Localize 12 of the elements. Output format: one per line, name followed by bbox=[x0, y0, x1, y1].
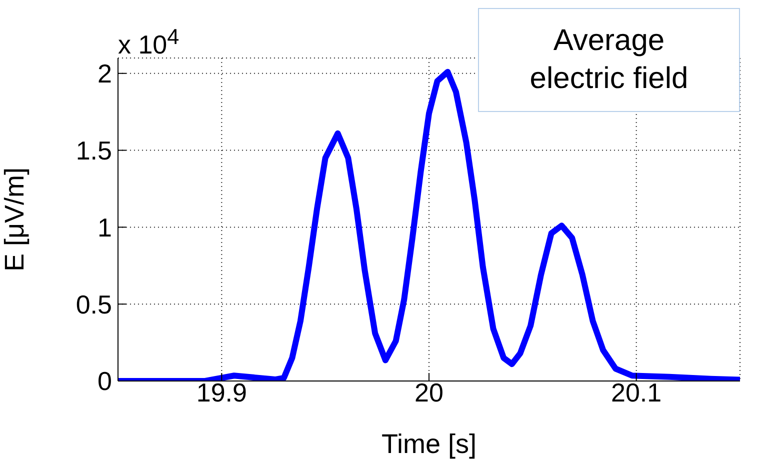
annotation: x 10$^{4}$ bbox=[118, 23, 180, 60]
y-tick-label: 1 bbox=[98, 212, 112, 242]
y-tick-label: 0.5 bbox=[76, 289, 112, 320]
y-axis-title: E [μV/m] bbox=[0, 167, 30, 272]
x-tick-label: 20 bbox=[414, 377, 444, 408]
y-tick-label: 1.5 bbox=[76, 136, 112, 166]
x-axis-title: Time [s] bbox=[381, 429, 477, 459]
x-tick-label: 20.1 bbox=[611, 377, 662, 408]
y-tick-label: 2 bbox=[98, 58, 112, 89]
x-tick-label: 19.9 bbox=[196, 377, 247, 408]
note-box: Average electric field bbox=[478, 8, 740, 112]
y-tick-label: 0 bbox=[98, 366, 112, 396]
